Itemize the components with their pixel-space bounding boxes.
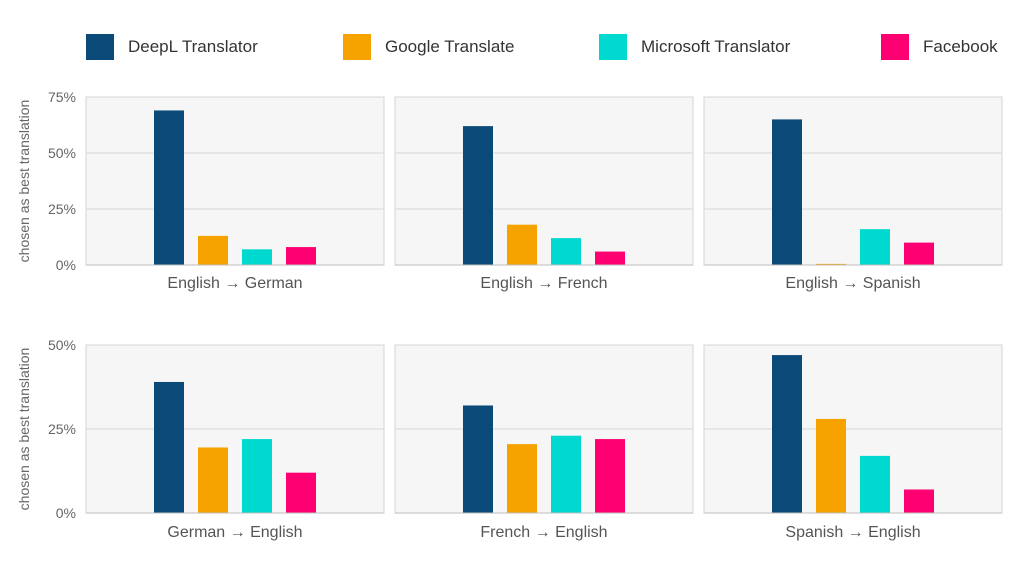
panel-title-r1-p1: English → German	[167, 275, 302, 292]
panel-title-r1-p3: English → Spanish	[785, 275, 920, 292]
bar-deepl-r2-p2	[463, 405, 493, 513]
legend-item-google: Google Translate	[343, 34, 514, 60]
bar-deepl-r2-p1	[154, 381, 184, 513]
legend-item-deepl: DeepL Translator	[86, 34, 258, 60]
bar-microsoft-r2-p2	[551, 435, 581, 513]
bar-facebook-r1-p3	[904, 242, 934, 265]
y-axis-label-row2: chosen as best translation	[16, 348, 32, 511]
y-tick-label: 75%	[48, 89, 76, 105]
bar-facebook-r2-p2	[595, 439, 625, 513]
bar-facebook-r1-p1	[286, 247, 316, 265]
panel-title-r2-p2: French → English	[480, 524, 607, 541]
panel-background-r1-p1	[85, 96, 385, 266]
panel-background-r1-p2	[394, 96, 694, 266]
bar-google-r2-p1	[198, 447, 228, 513]
legend-label-deepl: DeepL Translator	[128, 37, 258, 56]
bar-facebook-r2-p1	[286, 472, 316, 513]
bar-google-r2-p2	[507, 444, 537, 513]
bar-facebook-r1-p2	[595, 251, 625, 265]
legend-item-facebook: Facebook	[881, 34, 998, 60]
panel-background-r1-p3	[703, 96, 1003, 266]
bar-google-r1-p3	[816, 263, 846, 265]
chart-legend: DeepL Translator Google Translate Micros…	[0, 0, 1024, 90]
panel-title-r2-p1: German → English	[167, 524, 302, 541]
bar-facebook-r2-p3	[904, 489, 934, 513]
legend-label-facebook: Facebook	[923, 37, 998, 56]
legend-label-microsoft: Microsoft Translator	[641, 37, 791, 56]
bar-google-r1-p2	[507, 224, 537, 265]
bar-google-r2-p3	[816, 418, 846, 513]
legend-label-google: Google Translate	[385, 37, 515, 56]
y-axis-label-row1: chosen as best translation	[16, 100, 32, 263]
legend-swatch-deepl	[86, 34, 114, 60]
bar-microsoft-r2-p3	[860, 455, 890, 513]
y-tick-label: 25%	[48, 421, 76, 437]
bar-deepl-r1-p3	[772, 119, 802, 266]
bar-microsoft-r1-p2	[551, 238, 581, 265]
legend-swatch-google	[343, 34, 371, 60]
y-tick-label: 0%	[56, 505, 76, 521]
bar-deepl-r1-p1	[154, 110, 184, 265]
legend-item-microsoft: Microsoft Translator	[599, 34, 790, 60]
legend-swatch-microsoft	[599, 34, 627, 60]
y-tick-label: 25%	[48, 201, 76, 217]
bar-google-r1-p1	[198, 235, 228, 265]
bar-microsoft-r2-p1	[242, 439, 272, 513]
bar-deepl-r2-p3	[772, 355, 802, 513]
bar-deepl-r1-p2	[463, 126, 493, 266]
y-tick-label: 50%	[48, 337, 76, 353]
bar-microsoft-r1-p3	[860, 229, 890, 265]
y-tick-label: 50%	[48, 145, 76, 161]
legend-swatch-facebook	[881, 34, 909, 60]
panel-title-r2-p3: Spanish → English	[785, 524, 920, 541]
panel-title-r1-p2: English → French	[480, 275, 607, 292]
y-tick-label: 0%	[56, 257, 76, 273]
bar-microsoft-r1-p1	[242, 249, 272, 265]
